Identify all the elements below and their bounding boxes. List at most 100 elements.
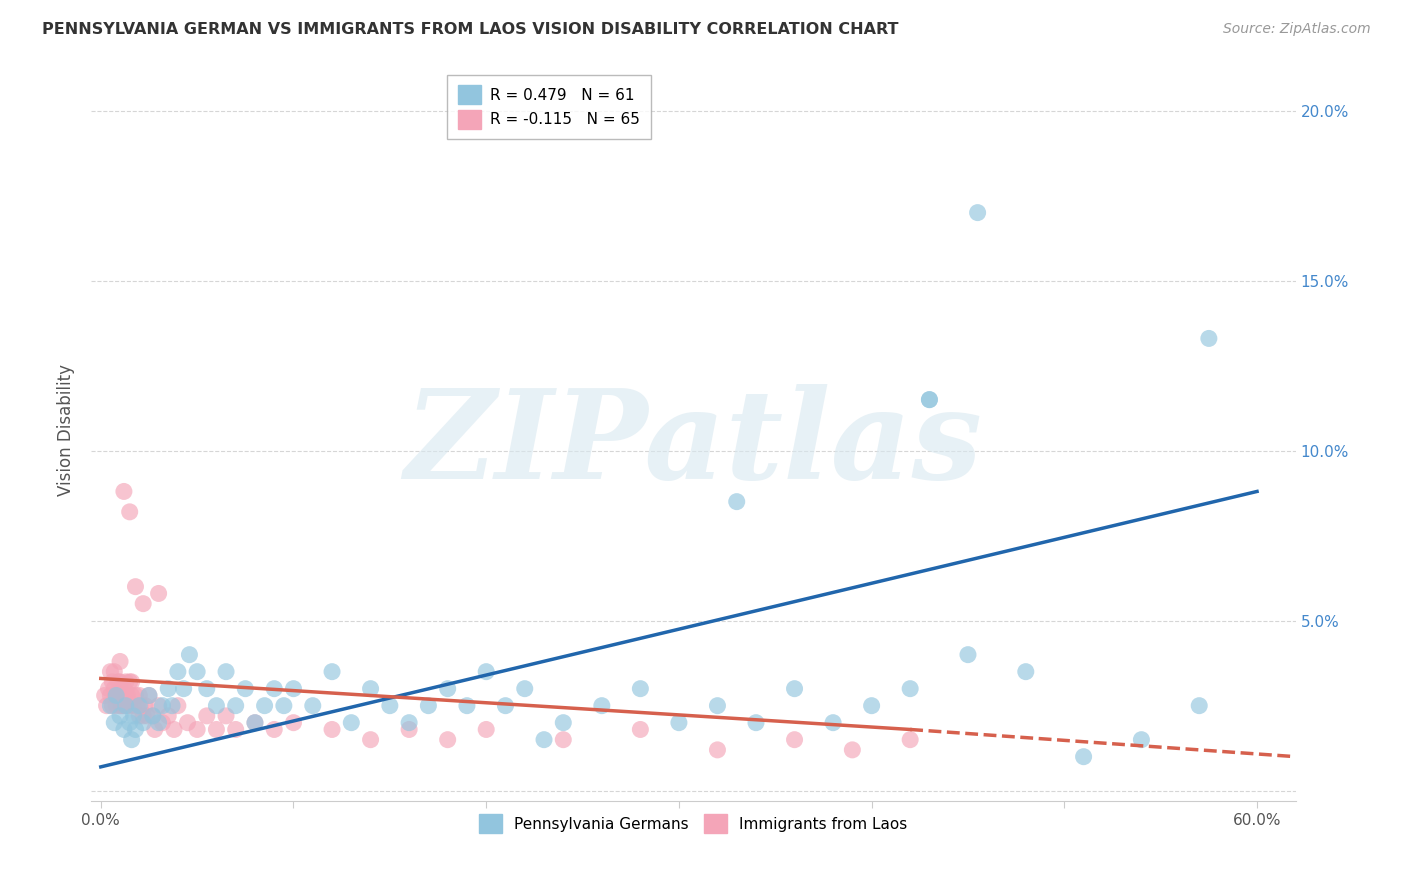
Point <box>186 723 208 737</box>
Point <box>475 723 498 737</box>
Point <box>127 698 149 713</box>
Point <box>105 689 128 703</box>
Point <box>436 732 458 747</box>
Point <box>163 723 186 737</box>
Point <box>456 698 478 713</box>
Point <box>176 715 198 730</box>
Text: Source: ZipAtlas.com: Source: ZipAtlas.com <box>1223 22 1371 37</box>
Point <box>128 689 150 703</box>
Point <box>115 689 138 703</box>
Point <box>205 698 228 713</box>
Point <box>898 732 921 747</box>
Point <box>668 715 690 730</box>
Point <box>283 715 305 730</box>
Point <box>205 723 228 737</box>
Point <box>179 648 201 662</box>
Point <box>398 715 420 730</box>
Point <box>111 689 134 703</box>
Point <box>725 494 748 508</box>
Point <box>100 689 122 703</box>
Point <box>138 689 160 703</box>
Point <box>360 681 382 696</box>
Legend: Pennsylvania Germans, Immigrants from Laos: Pennsylvania Germans, Immigrants from La… <box>467 802 920 845</box>
Point <box>143 723 166 737</box>
Point <box>136 709 159 723</box>
Point <box>321 723 343 737</box>
Point <box>195 681 218 696</box>
Point <box>956 648 979 662</box>
Point <box>101 674 124 689</box>
Point <box>148 715 170 730</box>
Point <box>553 732 575 747</box>
Point <box>124 723 146 737</box>
Point <box>112 484 135 499</box>
Point <box>118 674 141 689</box>
Point <box>553 715 575 730</box>
Point <box>112 698 135 713</box>
Point <box>378 698 401 713</box>
Point <box>121 674 143 689</box>
Point <box>115 698 138 713</box>
Point <box>225 723 247 737</box>
Point <box>706 698 728 713</box>
Point <box>533 732 555 747</box>
Point <box>148 586 170 600</box>
Point <box>138 689 160 703</box>
Point <box>475 665 498 679</box>
Point <box>1188 698 1211 713</box>
Point <box>253 698 276 713</box>
Point <box>283 681 305 696</box>
Point <box>398 723 420 737</box>
Y-axis label: Vision Disability: Vision Disability <box>58 364 75 496</box>
Point <box>152 698 174 713</box>
Point <box>167 698 190 713</box>
Point <box>112 681 135 696</box>
Point <box>1198 331 1220 345</box>
Point <box>225 698 247 713</box>
Point <box>108 674 131 689</box>
Point <box>101 698 124 713</box>
Point <box>105 698 128 713</box>
Point <box>128 698 150 713</box>
Point <box>628 681 651 696</box>
Point <box>495 698 517 713</box>
Point <box>121 732 143 747</box>
Point <box>121 689 143 703</box>
Point <box>132 709 155 723</box>
Point <box>167 665 190 679</box>
Point <box>105 689 128 703</box>
Point <box>124 580 146 594</box>
Point <box>215 665 238 679</box>
Point <box>1130 732 1153 747</box>
Point <box>418 698 440 713</box>
Point <box>918 392 941 407</box>
Point <box>783 732 806 747</box>
Point <box>186 665 208 679</box>
Point <box>103 665 125 679</box>
Point <box>134 698 156 713</box>
Point <box>108 655 131 669</box>
Point <box>591 698 613 713</box>
Point <box>132 597 155 611</box>
Point <box>215 709 238 723</box>
Point <box>898 681 921 696</box>
Text: ZIPatlas: ZIPatlas <box>405 384 983 506</box>
Point <box>243 715 266 730</box>
Point <box>841 743 863 757</box>
Point <box>142 709 165 723</box>
Point <box>107 689 129 703</box>
Point <box>301 698 323 713</box>
Point <box>122 709 145 723</box>
Point <box>148 698 170 713</box>
Point <box>628 723 651 737</box>
Point <box>340 715 363 730</box>
Point <box>118 715 141 730</box>
Point <box>966 205 988 219</box>
Point <box>142 709 165 723</box>
Point <box>96 698 118 713</box>
Point <box>263 723 285 737</box>
Point <box>173 681 195 696</box>
Point <box>111 698 134 713</box>
Point <box>107 674 129 689</box>
Point <box>117 698 139 713</box>
